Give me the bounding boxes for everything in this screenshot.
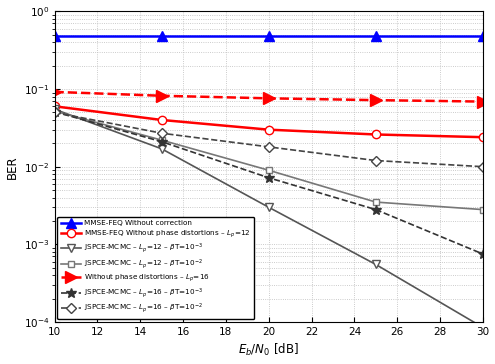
JSPCE-MCMC - $L_p$=16 - $\beta$T=10$^{-2}$ bbox=[480, 165, 486, 169]
Without phase distortions - $L_p$=16 bbox=[480, 99, 486, 104]
JSPCE-MCMC - $L_p$=12 - $\beta$T=10$^{-2}$ bbox=[480, 207, 486, 212]
JSPCE-MCMC - $L_p$=12 - $\beta$T=10$^{-3}$ bbox=[373, 262, 379, 267]
X-axis label: $E_b/N_0$ [dB]: $E_b/N_0$ [dB] bbox=[238, 343, 299, 359]
MMSE-FEQ Without phase distortions - $L_p$=12 bbox=[480, 135, 486, 139]
Line: MMSE-FEQ Without phase distortions - $L_p$=12: MMSE-FEQ Without phase distortions - $L_… bbox=[50, 102, 487, 141]
JSPCE-MCMC - $L_p$=16 - $\beta$T=10$^{-2}$ bbox=[159, 131, 165, 135]
Line: JSPCE-MCMC - $L_p$=12 - $\beta$T=10$^{-3}$: JSPCE-MCMC - $L_p$=12 - $\beta$T=10$^{-3… bbox=[50, 105, 487, 332]
Y-axis label: BER: BER bbox=[5, 155, 18, 178]
JSPCE-MCMC - $L_p$=16 - $\beta$T=10$^{-2}$ bbox=[51, 110, 57, 115]
Line: MMSE-FEQ Without correction: MMSE-FEQ Without correction bbox=[50, 31, 488, 41]
MMSE-FEQ Without correction bbox=[480, 34, 486, 38]
MMSE-FEQ Without correction bbox=[373, 34, 379, 38]
JSPCE-MCMC - $L_p$=16 - $\beta$T=10$^{-2}$ bbox=[266, 145, 272, 149]
MMSE-FEQ Without phase distortions - $L_p$=12 bbox=[159, 118, 165, 122]
JSPCE-MCMC - $L_p$=12 - $\beta$T=10$^{-2}$ bbox=[266, 168, 272, 173]
MMSE-FEQ Without phase distortions - $L_p$=12 bbox=[266, 127, 272, 132]
JSPCE-MCMC - $L_p$=12 - $\beta$T=10$^{-2}$ bbox=[159, 138, 165, 142]
JSPCE-MCMC - $L_p$=16 - $\beta$T=10$^{-3}$ bbox=[373, 207, 379, 212]
Line: Without phase distortions - $L_p$=16: Without phase distortions - $L_p$=16 bbox=[49, 86, 489, 107]
JSPCE-MCMC - $L_p$=12 - $\beta$T=10$^{-3}$ bbox=[266, 205, 272, 209]
Without phase distortions - $L_p$=16 bbox=[373, 98, 379, 102]
MMSE-FEQ Without correction bbox=[266, 34, 272, 38]
JSPCE-MCMC - $L_p$=12 - $\beta$T=10$^{-2}$ bbox=[51, 109, 57, 113]
Line: JSPCE-MCMC - $L_p$=16 - $\beta$T=10$^{-3}$: JSPCE-MCMC - $L_p$=16 - $\beta$T=10$^{-3… bbox=[50, 107, 488, 259]
MMSE-FEQ Without correction bbox=[51, 34, 57, 38]
MMSE-FEQ Without phase distortions - $L_p$=12 bbox=[51, 104, 57, 108]
JSPCE-MCMC - $L_p$=16 - $\beta$T=10$^{-3}$ bbox=[51, 110, 57, 114]
Without phase distortions - $L_p$=16 bbox=[266, 96, 272, 100]
JSPCE-MCMC - $L_p$=12 - $\beta$T=10$^{-3}$ bbox=[51, 107, 57, 111]
Without phase distortions - $L_p$=16 bbox=[159, 94, 165, 98]
JSPCE-MCMC - $L_p$=16 - $\beta$T=10$^{-3}$ bbox=[159, 139, 165, 144]
Line: JSPCE-MCMC - $L_p$=16 - $\beta$T=10$^{-2}$: JSPCE-MCMC - $L_p$=16 - $\beta$T=10$^{-2… bbox=[51, 109, 487, 170]
Line: JSPCE-MCMC - $L_p$=12 - $\beta$T=10$^{-2}$: JSPCE-MCMC - $L_p$=12 - $\beta$T=10$^{-2… bbox=[51, 108, 487, 213]
JSPCE-MCMC - $L_p$=12 - $\beta$T=10$^{-3}$ bbox=[159, 147, 165, 151]
MMSE-FEQ Without correction bbox=[159, 34, 165, 38]
MMSE-FEQ Without phase distortions - $L_p$=12 bbox=[373, 132, 379, 136]
JSPCE-MCMC - $L_p$=16 - $\beta$T=10$^{-3}$ bbox=[480, 252, 486, 256]
Without phase distortions - $L_p$=16 bbox=[51, 90, 57, 94]
JSPCE-MCMC - $L_p$=16 - $\beta$T=10$^{-2}$ bbox=[373, 158, 379, 163]
JSPCE-MCMC - $L_p$=12 - $\beta$T=10$^{-3}$ bbox=[480, 325, 486, 329]
JSPCE-MCMC - $L_p$=16 - $\beta$T=10$^{-3}$ bbox=[266, 175, 272, 180]
Legend: MMSE-FEQ Without correction, MMSE-FEQ Without phase distortions – $L_p$=12, JSPC: MMSE-FEQ Without correction, MMSE-FEQ Wi… bbox=[57, 217, 254, 319]
JSPCE-MCMC - $L_p$=12 - $\beta$T=10$^{-2}$ bbox=[373, 200, 379, 204]
